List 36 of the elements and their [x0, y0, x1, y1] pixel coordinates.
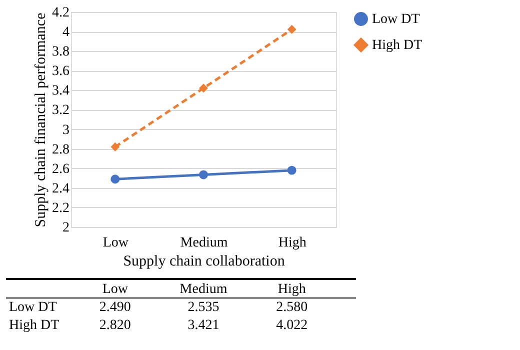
point — [199, 170, 208, 180]
text: Low DT — [9, 300, 57, 315]
y-tick-label: 4 — [62, 25, 70, 40]
y-tick-label: 3.2 — [52, 103, 70, 118]
y-tick-label: 4.2 — [52, 6, 70, 20]
x-tick-label: Medium — [180, 236, 228, 250]
data-label: 2.820 — [99, 318, 131, 333]
y-tick-label: 3.4 — [52, 84, 70, 99]
point — [110, 174, 120, 184]
y-tick-label: 2.2 — [52, 200, 70, 216]
data-label: 2.490 — [99, 300, 131, 315]
data-label: 3.421 — [188, 318, 220, 333]
point — [199, 84, 208, 93]
data-label: 2.535 — [188, 300, 220, 315]
y-tick-label: 3 — [62, 122, 70, 138]
category-label: Medium — [180, 282, 228, 297]
data-label: 2.580 — [276, 300, 308, 315]
legend-label: Low DT — [372, 12, 420, 27]
y-tick-label: 3.8 — [52, 44, 70, 60]
y-tick-label: 2 — [62, 220, 70, 236]
x-tick-label: Low — [102, 236, 130, 250]
category-label: High — [278, 282, 306, 297]
legend-label: High DT — [372, 38, 423, 53]
y-tick-label: 3.6 — [52, 64, 70, 80]
y-axis-title: Supply chain financial performance — [33, 12, 49, 228]
y-tick-label: 2.6 — [52, 162, 70, 177]
point — [287, 166, 296, 175]
x-axis-title: Supply chain collaboration — [123, 254, 286, 270]
data-label: 4.022 — [276, 318, 308, 333]
text: High DT — [9, 318, 60, 333]
category-label: Low — [102, 282, 128, 297]
y-tick-label: 2.4 — [52, 181, 70, 196]
point — [110, 142, 120, 152]
point — [287, 24, 296, 34]
x-tick-label: High — [278, 236, 306, 250]
y-tick-label: 2.8 — [52, 142, 70, 158]
